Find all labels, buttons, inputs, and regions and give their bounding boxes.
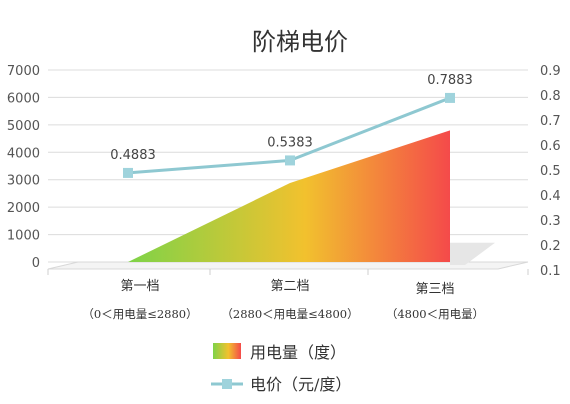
usage-area [128,130,450,262]
legend-swatch-usage [213,343,241,359]
left-axis: 0 1000 2000 3000 4000 5000 6000 7000 [7,64,40,271]
left-tick-label: 7000 [7,64,40,79]
left-tick-label: 2000 [7,201,40,216]
left-tick-label: 6000 [7,91,40,106]
category-sublabel: （0＜用电量≤2880） [82,307,197,321]
right-tick-label: 0.6 [540,139,561,154]
right-tick-label: 0.5 [540,164,561,179]
left-tick-label: 3000 [7,174,40,189]
category-axis: 第一档 （0＜用电量≤2880） 第二档 （2880＜用电量≤4800） 第三档 （480… [82,279,484,321]
price-data-label: 0.7883 [427,73,473,88]
category-label: 第三档 [415,282,454,297]
category-sublabel: （4800＜用电量） [386,307,484,321]
left-tick-label: 5000 [7,119,40,134]
legend-label-price: 电价（元/度） [250,375,351,394]
price-data-label: 0.5383 [267,135,313,150]
right-tick-label: 0.4 [540,189,561,204]
left-tick-label: 0 [32,256,40,271]
right-tick-label: 0.8 [540,89,561,104]
usage-area-shadow [450,242,495,265]
right-tick-label: 0.7 [540,114,561,129]
right-tick-label: 0.2 [540,239,561,254]
category-label: 第一档 [120,279,159,294]
chart-title: 阶梯电价 [252,28,348,56]
price-point [445,92,455,103]
category-sublabel: （2880＜用电量≤4800） [221,307,358,321]
legend-swatch-price-marker [222,379,232,389]
price-point [123,167,133,178]
usage-area-series [128,130,495,265]
category-label: 第二档 [270,279,309,294]
right-tick-label: 0.3 [540,214,561,229]
legend: 用电量（度） 电价（元/度） [211,343,351,394]
left-tick-label: 1000 [7,229,40,244]
right-tick-label: 0.9 [540,64,561,79]
price-point [285,155,295,166]
legend-label-usage: 用电量（度） [250,343,346,362]
price-data-label: 0.4883 [110,148,156,163]
left-tick-label: 4000 [7,146,40,161]
price-line-series: 0.4883 0.5383 0.7883 [110,73,473,178]
right-tick-label: 0.1 [540,264,561,279]
right-axis: 0.1 0.2 0.3 0.4 0.5 0.6 0.7 0.8 0.9 [540,64,561,279]
